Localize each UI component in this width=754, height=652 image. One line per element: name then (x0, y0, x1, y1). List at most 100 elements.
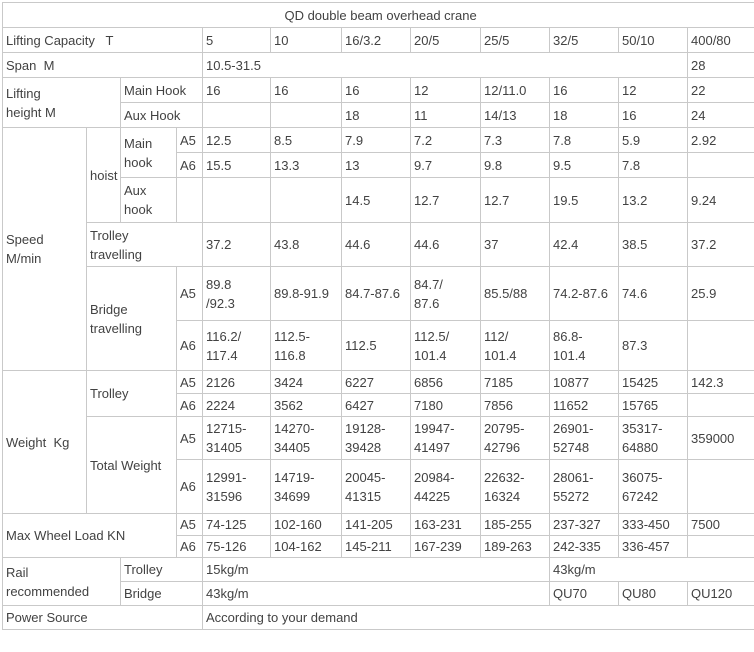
row-sublabel: Trolley travelling (86, 222, 203, 267)
duty-class-label: A5 (176, 416, 203, 460)
main-hook-row: Lifting height M Main Hook 16 16 16 12 12/11.0… (2, 77, 754, 128)
duty-class-label: A6 (176, 459, 203, 514)
duty-class-label: A6 (176, 320, 203, 371)
table-cell: 12.7 (410, 177, 481, 223)
table-cell: 141-205 (341, 513, 411, 536)
table-cell: 84.7/ 87.6 (410, 266, 481, 321)
row-sublabel: Trolley (86, 370, 177, 417)
table-cell: 25/5 (480, 27, 550, 53)
table-cell: 142.3 (686, 370, 754, 394)
total-weight-a6-row: A6 12991- 31596 14719- 34699 20045- 41315 20… (3, 459, 754, 514)
row-label: Speed M/min (2, 127, 87, 371)
table-cell: 7.8 (549, 127, 619, 153)
weight-trolley-a5-row: Weight Kg Trolley A5 2126 3424 6227 6856 7185 10… (2, 370, 754, 514)
table-cell: 14/13 (480, 102, 550, 128)
table-cell: 14719- 34699 (270, 459, 342, 514)
table-cell: 12 (410, 77, 481, 103)
table-cell: 43.8 (270, 222, 342, 267)
table-cell: 9.5 (549, 152, 619, 178)
table-cell: 25.9 (686, 266, 754, 321)
table-cell: 12715- 31405 (202, 416, 271, 460)
table-cell: 10 (270, 27, 342, 53)
row-sublabel: Aux Hook (120, 102, 203, 128)
table-cell: 16/3.2 (341, 27, 411, 53)
table-cell (202, 102, 271, 128)
trolley-travelling-row: Trolley travelling 37.2 43.8 44.6 44.6 37 42.4… (3, 222, 754, 267)
table-cell: 74.2-87.6 (549, 266, 619, 321)
table-cell: 37 (480, 222, 550, 267)
table-cell: 7180 (410, 393, 481, 417)
table-cell: 12991- 31596 (202, 459, 271, 514)
table-cell: 20/5 (410, 27, 481, 53)
table-cell: 8.5 (270, 127, 342, 153)
table-cell: 75-126 (202, 535, 271, 558)
row-sublabel: Aux hook (120, 177, 177, 223)
hoist-aux-row: Aux hook 14.5 12.7 12.7 19.5 13.2 9.24 (3, 177, 754, 223)
table-cell: 189-263 (480, 535, 550, 558)
table-cell: 18 (549, 102, 619, 128)
row-sublabel: Main Hook (120, 77, 203, 103)
row-sublabel: Bridge (120, 581, 203, 606)
table-cell: 7.2 (410, 127, 481, 153)
bridge-travelling-a5-row: Bridge travelling A5 89.8 /92.3 89.8-91.9 84… (3, 266, 754, 371)
table-cell: 16 (341, 77, 411, 103)
table-cell: 116.2/ 117.4 (202, 320, 271, 371)
table-cell: 42.4 (549, 222, 619, 267)
table-cell: 10.5-31.5 (202, 52, 688, 78)
table-cell: 18 (341, 102, 411, 128)
table-cell: 333-450 (618, 513, 688, 536)
table-cell: QU70 (549, 581, 619, 606)
table-cell: 5.9 (618, 127, 688, 153)
row-sublabel: Main hook (120, 127, 177, 178)
table-cell: 74.6 (618, 266, 688, 321)
table-cell (686, 320, 754, 371)
table-cell: 167-239 (410, 535, 481, 558)
table-cell: 89.8-91.9 (270, 266, 342, 321)
row-sublabel: hoist (86, 127, 121, 223)
table-cell: 36075- 67242 (618, 459, 688, 514)
table-cell: 15.5 (202, 152, 271, 178)
table-cell: 19.5 (549, 177, 619, 223)
table-cell: 44.6 (341, 222, 411, 267)
table-cell (270, 102, 342, 128)
table-title: QD double beam overhead crane (1, 2, 754, 28)
duty-class-label: A6 (176, 535, 203, 558)
table-cell: 15425 (618, 370, 688, 394)
page: QD double beam overhead crane Lifting Cap… (1, 2, 754, 630)
table-cell: 12.7 (480, 177, 550, 223)
table-cell: 163-231 (410, 513, 481, 536)
table-cell: 50/10 (618, 27, 688, 53)
span-row: Span M 10.5-31.5 28 (2, 52, 754, 78)
table-cell: 32/5 (549, 27, 619, 53)
table-cell (176, 177, 203, 223)
table-cell: 104-162 (270, 535, 342, 558)
table-cell: 2126 (202, 370, 271, 394)
lifting-capacity-row: Lifting Capacity T 5 10 16/3.2 20/5 25/5 32/5 5… (2, 27, 754, 53)
row-label: Rail recommended (2, 557, 121, 606)
table-cell (686, 152, 754, 178)
table-cell: 7500 (686, 513, 754, 536)
table-cell: 37.2 (686, 222, 754, 267)
table-cell: 9.24 (686, 177, 754, 223)
table-cell (686, 535, 754, 558)
table-cell: 400/80 (686, 27, 754, 53)
table-cell: 16 (270, 77, 342, 103)
table-cell (202, 177, 271, 223)
table-cell: 7.9 (341, 127, 411, 153)
hoist-main-a5-row: Speed M/min hoist Main hook A5 12.5 8.5 7.9 7.2… (2, 127, 754, 371)
table-cell: 145-211 (341, 535, 411, 558)
total-weight-a5-row: Total Weight A5 12715- 31405 14270- 34405 19… (3, 416, 754, 514)
table-cell: 2.92 (686, 127, 754, 153)
table-cell: 38.5 (618, 222, 688, 267)
table-cell (686, 393, 754, 417)
duty-class-label: A5 (176, 127, 203, 153)
table-cell: According to your demand (201, 605, 754, 630)
table-cell: 112.5- 116.8 (270, 320, 342, 371)
table-cell: 13.2 (618, 177, 688, 223)
table-cell: 16 (202, 77, 271, 103)
table-cell: 19128- 39428 (341, 416, 411, 460)
table-cell: 359000 (686, 416, 754, 460)
row-label: Power Source (2, 605, 203, 630)
table-cell (270, 177, 342, 223)
table-cell: 43kg/m (202, 581, 550, 606)
